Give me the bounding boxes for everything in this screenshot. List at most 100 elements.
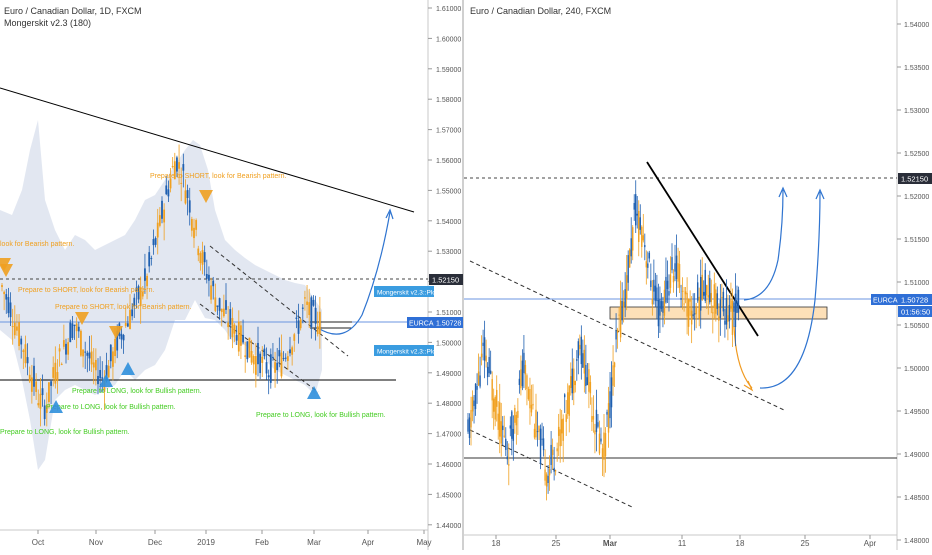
left-price-tick-label: 1.59000 — [436, 67, 461, 74]
left-candle-body — [67, 342, 70, 355]
left-candle-body — [225, 300, 227, 310]
left-forecast-arrowhead — [385, 208, 394, 220]
left-price-axis[interactable]: 1.61000 1.60000 1.59000 1.58000 1.57000 1.560… — [428, 6, 461, 530]
right-candle-body — [678, 264, 681, 288]
right-candle-body — [538, 425, 540, 432]
right-price-axis[interactable]: 1.54000 1.53500 1.53000 1.52500 1.52000 1.515… — [897, 22, 929, 545]
right-time-axis[interactable]: 18 25 Mar 11 18 25 Apr — [492, 535, 877, 548]
left-main-downtrend-line — [0, 87, 415, 213]
right-candle-body — [577, 341, 580, 359]
right-candle-body — [701, 274, 703, 300]
right-candle-body — [480, 353, 483, 358]
right-candle-body — [618, 314, 620, 316]
right-symbol-badge — [871, 294, 898, 305]
right-candle-body — [551, 449, 554, 455]
right-candle-body — [715, 289, 717, 314]
left-candle-body — [169, 178, 172, 189]
right-chart-panel[interactable]: 1.54000 1.53500 1.53000 1.52500 1.52000 1.515… — [464, 0, 929, 550]
left-price-badge — [434, 317, 463, 328]
right-candle-body — [690, 310, 693, 325]
left-candle-body — [176, 157, 178, 172]
left-candle-body — [199, 253, 202, 264]
right-drawings — [464, 161, 897, 508]
left-candle-body — [24, 344, 27, 364]
right-candle-body — [547, 475, 549, 484]
right-candle-body — [505, 438, 507, 450]
right-candle-body — [639, 217, 641, 230]
left-price-tick-label: 1.48000 — [436, 401, 461, 408]
left-candle-body — [52, 367, 55, 378]
right-candle-body — [564, 394, 566, 398]
left-candle-body — [124, 323, 127, 326]
left-candle-body — [39, 393, 42, 409]
right-candle-body — [656, 287, 658, 302]
right-candle-body — [598, 433, 601, 454]
left-candle-body — [269, 354, 272, 383]
right-candle-body — [512, 428, 515, 441]
left-price-tick-label: 1.61000 — [436, 6, 461, 13]
right-candle-body — [615, 330, 617, 340]
right-candle-body — [662, 301, 664, 313]
left-price-tick-label: 1.55000 — [436, 188, 461, 195]
left-candle-body — [184, 190, 187, 204]
right-candle-body — [706, 285, 708, 296]
right-candle-body — [700, 276, 702, 311]
long-signal-triangle — [307, 386, 321, 399]
left-candle-body — [167, 189, 170, 197]
right-resistance-badge — [898, 173, 932, 184]
left-candle-body — [131, 309, 134, 317]
right-candle-body — [692, 314, 694, 317]
left-candle-body — [114, 339, 116, 357]
left-candle-body — [195, 220, 198, 230]
left-time-tick-label: May — [416, 538, 431, 547]
right-candle-body — [657, 300, 660, 327]
right-candle-body — [483, 337, 486, 361]
left-candle-body — [65, 343, 67, 355]
right-channel-upper — [469, 260, 785, 411]
left-candle-body — [126, 323, 129, 327]
left-candle-body — [5, 294, 8, 300]
left-time-axis[interactable]: Oct Nov Dec 2019 Feb Mar Apr May — [32, 530, 432, 547]
right-candle-body — [621, 300, 623, 321]
right-candle-body — [494, 396, 496, 420]
right-price-tick-label: 1.52500 — [904, 151, 929, 158]
right-candle-body — [499, 402, 501, 437]
right-candle-body — [675, 255, 678, 279]
left-price-tick-label: 1.58000 — [436, 97, 461, 104]
right-candle-body — [696, 282, 699, 301]
left-candle-body — [71, 323, 74, 338]
left-candle-body — [248, 337, 251, 358]
left-candle-body — [233, 324, 236, 334]
left-candle-body — [297, 320, 300, 334]
right-candle-body — [536, 431, 539, 433]
left-indicator-label[interactable]: Mongerskit v2.3 (180) — [4, 18, 91, 28]
left-candle-body — [56, 372, 59, 382]
left-resistance-badge — [429, 274, 463, 285]
left-candle-body — [293, 334, 296, 341]
right-candle-body — [648, 252, 651, 259]
right-candle-body — [597, 422, 599, 427]
right-candle-body — [571, 368, 573, 394]
right-price-tick-label: 1.48500 — [904, 495, 929, 502]
left-candle-body — [158, 215, 161, 226]
left-candle-body — [152, 239, 155, 246]
right-time-tick-label: 18 — [736, 539, 745, 548]
left-candle-body — [22, 350, 25, 353]
left-candle-body — [250, 351, 253, 363]
left-candle-body — [1, 285, 3, 287]
right-candle-body — [554, 470, 557, 472]
left-chart-panel[interactable]: Prepare to SHORT, look for Bearish patte… — [0, 0, 461, 550]
left-candle-body — [227, 322, 230, 328]
right-candle-body — [619, 300, 622, 338]
left-price-tick-label: 1.50000 — [436, 340, 461, 347]
right-candle-body — [683, 303, 685, 305]
short-signal-text: Prepare to SHORT, look for Bearish patte… — [18, 287, 154, 294]
left-symbol-badge — [407, 317, 434, 328]
right-candle-body — [477, 371, 480, 386]
left-candle-body — [62, 340, 65, 347]
left-badges: 1.52150 EURCAD 1.50728 Mongerskit v2.3::… — [374, 274, 463, 356]
right-candle-body — [641, 226, 643, 248]
left-candle-body — [129, 309, 131, 329]
